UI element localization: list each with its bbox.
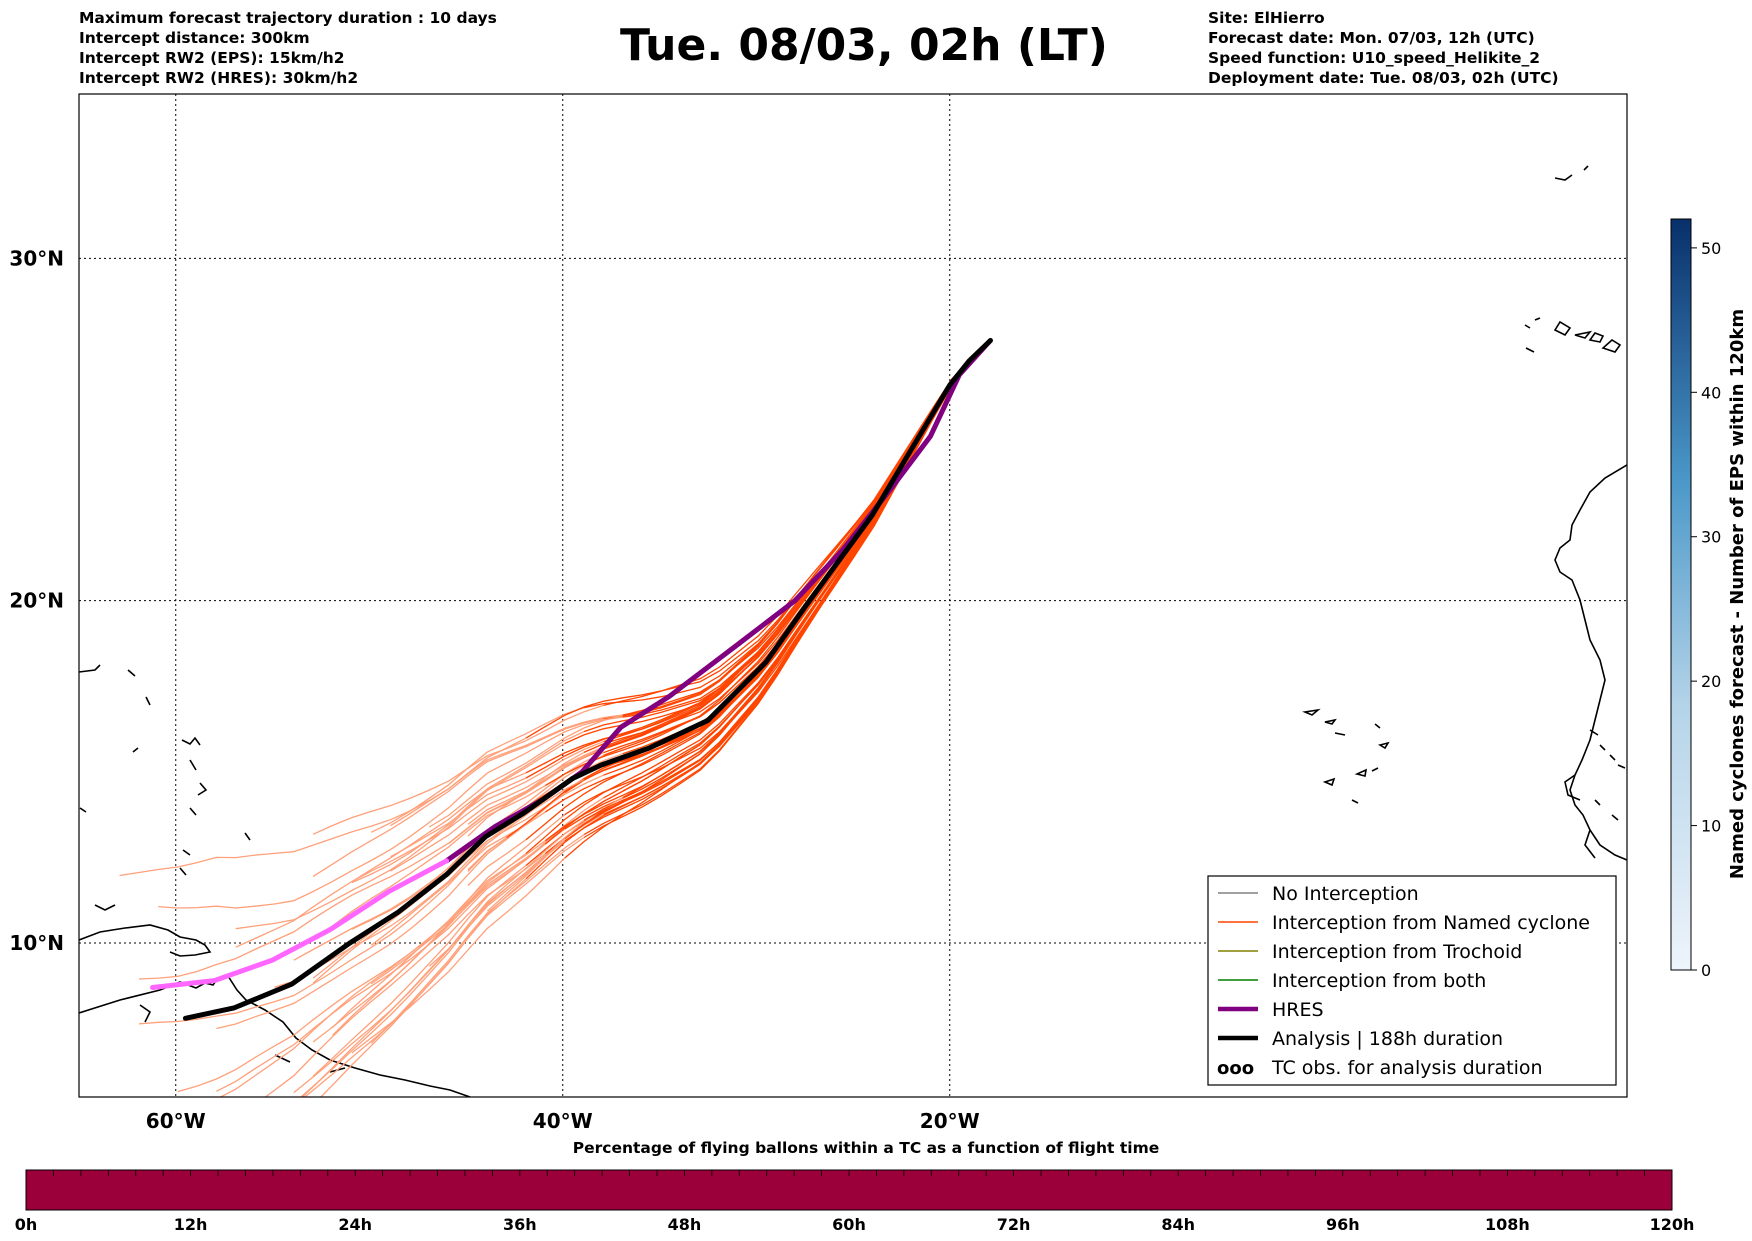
timeline-tick-label: 24h: [338, 1215, 372, 1234]
colorbar: 0 10 20 30 40 50 Named cyclones forecast - Nu…: [1670, 218, 1748, 980]
ensemble-track-named-cyclone: [583, 340, 991, 839]
timeline: Percentage of flying ballons within a TC…: [15, 1139, 1695, 1234]
timeline-tick-label: 0h: [15, 1215, 38, 1234]
ensemble-track-named-cyclone-light: [467, 839, 527, 886]
legend-label: HRES: [1272, 999, 1324, 1021]
timeline-tick-label: 36h: [503, 1215, 537, 1234]
lon-tick-label: 20°W: [920, 1109, 980, 1133]
coastline-cape-verde: [1302, 708, 1390, 804]
header-left-line: Maximum forecast trajectory duration : 1…: [79, 9, 497, 27]
timeline-bar: [25, 1169, 1673, 1211]
timeline-tick-label: 12h: [174, 1215, 208, 1234]
coastline-west-africa-bulge: [1564, 774, 1596, 859]
colorbar-tick-label: 0: [1701, 961, 1711, 980]
colorbar-tick-label: 40: [1701, 383, 1721, 402]
ensemble-track-named-cyclone-light: [138, 784, 566, 1025]
colorbar-tick-label: 30: [1701, 528, 1721, 547]
coastline-northern-lesser-antilles: [79, 807, 346, 1073]
ensemble-track-named-cyclone-light: [312, 717, 604, 877]
ensemble-track-named-cyclone-light: [486, 838, 566, 912]
header-left-line: Intercept distance: 300km: [79, 29, 310, 47]
header-right-line: Speed function: U10_speed_Helikite_2: [1208, 49, 1541, 67]
legend: No Interception Interception from Named c…: [1207, 875, 1617, 1086]
ensemble-track-named-cyclone-light: [293, 819, 585, 1094]
ensemble-track-named-cyclone-light: [351, 772, 527, 883]
ensemble-track-named-cyclone-light: [235, 740, 604, 948]
coastline-africa: [1554, 464, 1627, 861]
timeline-title: Percentage of flying ballons within a TC…: [573, 1139, 1160, 1157]
header-right-info: Site: ElHierro Forecast date: Mon. 07/03…: [1208, 8, 1559, 88]
legend-label: Interception from Named cyclone: [1272, 912, 1590, 934]
tc-obs-symbol-icon: ooo: [1217, 1058, 1254, 1079]
ensemble-track-named-cyclone-light: [390, 747, 604, 872]
lat-tick-label: 10°N: [9, 931, 64, 955]
ensemble-track-named-cyclone-light: [467, 837, 507, 872]
lon-tick-label: 40°W: [533, 1109, 593, 1133]
lon-tick-label: 60°W: [146, 1109, 206, 1133]
header-right-line: Site: ElHierro: [1208, 9, 1325, 27]
axis-labels: 60°W 40°W 20°W 30°N 20°N 10°N: [9, 246, 979, 1133]
map-layers: [79, 165, 1627, 1097]
lat-tick-label: 30°N: [9, 246, 64, 270]
timeline-tick-label: 96h: [1326, 1215, 1360, 1234]
ensemble-track-named-cyclone-light: [370, 707, 585, 833]
header-right-line: Forecast date: Mon. 07/03, 12h (UTC): [1208, 29, 1535, 47]
ensemble-track-named-cyclone-light: [390, 777, 527, 858]
colorbar-label: Named cyclones forecast - Number of EPS …: [1727, 309, 1748, 879]
header-left-line: Intercept RW2 (EPS): 15km/h2: [79, 49, 345, 67]
timeline-tick-label: 120h: [1650, 1215, 1695, 1234]
colorbar-tick-label: 50: [1701, 239, 1721, 258]
legend-label: Analysis | 188h duration: [1272, 1028, 1503, 1050]
coastline-canary-islands: [1524, 317, 1622, 353]
ensemble-track-named-cyclone-light: [319, 836, 585, 1097]
lat-tick-label: 20°N: [9, 589, 64, 613]
legend-label: TC obs. for analysis duration: [1271, 1057, 1543, 1079]
ensemble-track-named-cyclone-light: [299, 813, 604, 1097]
hres-track-light: [150, 858, 450, 990]
coastline-madeira: [1554, 165, 1589, 181]
ensemble-track-named-cyclone-light: [332, 785, 546, 927]
ensemble-track-named-cyclone-light: [351, 857, 566, 1054]
ensemble-track-named-cyclone-light: [312, 814, 566, 1043]
header-left-line: Intercept RW2 (HRES): 30km/h2: [79, 69, 359, 87]
legend-label: No Interception: [1272, 883, 1419, 905]
colorbar-tick-label: 20: [1701, 672, 1721, 691]
ensemble-track-named-cyclone-light: [370, 834, 585, 1044]
timeline-tick-label: 60h: [832, 1215, 866, 1234]
timeline-tick-label: 48h: [668, 1215, 702, 1234]
analysis-track: [182, 338, 993, 1021]
coastline-west-africa-islands: [1589, 729, 1626, 821]
timeline-tick-label: 72h: [997, 1215, 1031, 1234]
coastlines: [79, 165, 1627, 1097]
ensemble-track-named-cyclone-light: [158, 716, 623, 909]
colorbar-tick-label: 10: [1701, 817, 1721, 836]
ensemble-track-named-cyclone-light: [332, 840, 546, 1028]
ensemble-track-named-cyclone-light: [467, 751, 585, 837]
ensemble-track-named-cyclone-light: [390, 714, 623, 827]
colorbar-gradient: [1670, 218, 1692, 971]
header-left-info: Maximum forecast trajectory duration : 1…: [79, 8, 497, 88]
ensemble-track-named-cyclone-light: [264, 853, 546, 1097]
ensemble-track-named-cyclone-light: [235, 742, 566, 930]
header-right-line: Deployment date: Tue. 08/03, 02h (UTC): [1208, 69, 1559, 87]
ensemble-track-named-cyclone-light: [177, 852, 527, 1093]
coastline-lesser-antilles: [79, 664, 251, 876]
ensemble-track-named-cyclone-light: [428, 797, 624, 967]
ensemble-track-named-cyclone-light: [351, 731, 585, 884]
ensemble-track-named-cyclone-light: [216, 792, 566, 1030]
legend-box: [1207, 875, 1617, 1086]
ensemble-track-named-cyclone-light: [301, 840, 566, 1097]
legend-label: Interception from Trochoid: [1272, 941, 1522, 963]
ensemble-track-named-cyclone-light: [312, 704, 604, 835]
page-title: Tue. 08/03, 02h (LT): [620, 20, 1108, 71]
timeline-tick-label: 108h: [1485, 1215, 1530, 1234]
coastline-caribbean-shore: [79, 924, 212, 957]
legend-label: Interception from both: [1272, 970, 1486, 992]
map-frame: [78, 93, 1628, 1098]
ensemble-track-named-cyclone-light: [370, 843, 546, 985]
ensemble-track-named-cyclone-light: [428, 714, 623, 828]
timeline-tick-label: 84h: [1161, 1215, 1195, 1234]
